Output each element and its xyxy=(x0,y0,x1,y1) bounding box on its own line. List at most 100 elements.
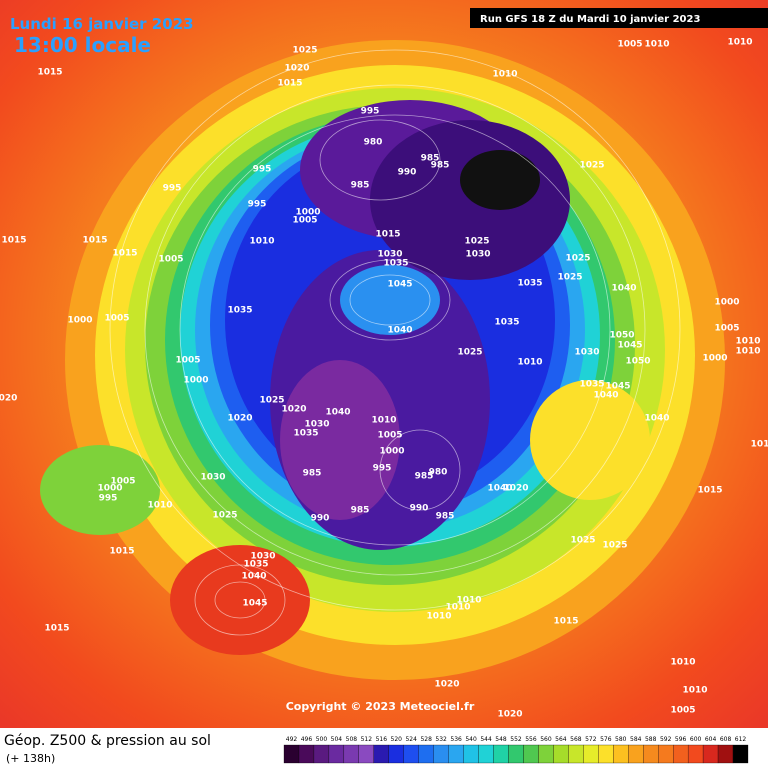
field-blob xyxy=(40,445,160,535)
colorbar: 492 496 500 504 508 512 516 520 524 528 532 536 540 5… xyxy=(283,736,749,764)
colorbar-swatch xyxy=(523,744,539,764)
pressure-label: 1045 xyxy=(617,341,642,351)
colorbar-label: 608 xyxy=(720,736,732,743)
colorbar-label: 496 xyxy=(301,736,313,743)
colorbar-swatch xyxy=(538,744,554,764)
pressure-label: 1005 xyxy=(377,431,402,441)
pressure-label: 020 xyxy=(0,394,17,404)
pressure-label: 1020 xyxy=(497,710,522,720)
colorbar-swatch xyxy=(628,744,644,764)
run-box xyxy=(470,8,768,28)
colorbar-label: 560 xyxy=(540,736,552,743)
colorbar-label: 604 xyxy=(705,736,717,743)
pressure-label: 1040 xyxy=(593,391,618,401)
pressure-label: 1025 xyxy=(565,254,590,264)
pressure-label: 985 xyxy=(436,512,455,522)
product-title: Géop. Z500 & pression au sol xyxy=(4,733,211,749)
pressure-label: 1000 xyxy=(714,298,739,308)
colorbar-swatch xyxy=(313,744,330,764)
pressure-label: 1010 xyxy=(735,337,760,347)
time: 13:00 locale xyxy=(14,33,151,57)
colorbar-label: 504 xyxy=(331,736,343,743)
pressure-label: 1025 xyxy=(557,273,582,283)
map-field xyxy=(0,0,768,728)
pressure-label: 985 xyxy=(421,154,440,164)
pressure-label: 1040 xyxy=(241,572,266,582)
colorbar-swatch xyxy=(583,744,599,764)
pressure-label: 1000 xyxy=(379,447,404,457)
pressure-label: 1025 xyxy=(570,536,595,546)
pressure-label: 990 xyxy=(311,514,330,524)
pressure-label: 1040 xyxy=(611,284,636,294)
lead-time: (+ 138h) xyxy=(6,752,55,765)
pressure-label: 1000 xyxy=(67,316,92,326)
pressure-label: 1040 xyxy=(325,408,350,418)
field-low xyxy=(280,360,400,520)
copyright: Copyright © 2023 Meteociel.fr xyxy=(286,700,475,713)
pressure-label: 1005 xyxy=(104,314,129,324)
pressure-label: 1020 xyxy=(227,414,252,424)
pressure-label: 1020 xyxy=(281,405,306,415)
pressure-label: 1025 xyxy=(457,348,482,358)
pressure-label: 1005 xyxy=(670,706,695,716)
colorbar-label: 576 xyxy=(600,736,612,743)
field-high xyxy=(340,265,440,335)
pressure-label: 1025 xyxy=(464,237,489,247)
pressure-label: 1030 xyxy=(377,250,402,260)
colorbar-label: 580 xyxy=(615,736,627,743)
colorbar-label: 516 xyxy=(376,736,388,743)
colorbar-swatch xyxy=(717,744,734,764)
field-blob xyxy=(170,545,310,655)
colorbar-label: 552 xyxy=(510,736,522,743)
pressure-label: 1010 xyxy=(517,358,542,368)
colorbar-swatch xyxy=(508,744,524,764)
pressure-label: 1015 xyxy=(37,68,62,78)
colorbar-label: 588 xyxy=(645,736,657,743)
pressure-label: 1030 xyxy=(304,420,329,430)
colorbar-label: 508 xyxy=(346,736,358,743)
pressure-label: 1040 xyxy=(387,326,412,336)
pressure-label: 1010 xyxy=(670,658,695,668)
colorbar-label: 572 xyxy=(585,736,597,743)
colorbar-swatch xyxy=(673,744,689,764)
pressure-label: 995 xyxy=(373,464,392,474)
colorbar-swatch xyxy=(732,744,749,764)
colorbar-swatch xyxy=(643,744,659,764)
pressure-label: 995 xyxy=(361,107,380,117)
pressure-label: 1005 xyxy=(617,40,642,50)
colorbar-swatch xyxy=(687,744,704,764)
pressure-label: 1045 xyxy=(242,599,267,609)
pressure-label: 1015 xyxy=(277,79,302,89)
pressure-label: 1015 xyxy=(109,547,134,557)
pressure-label: 1010 xyxy=(682,686,707,696)
pressure-label: 1010 xyxy=(727,38,752,48)
colorbar-label: 512 xyxy=(361,736,373,743)
date: Lundi 16 janvier 2023 xyxy=(10,15,194,33)
colorbar-swatch xyxy=(433,744,449,764)
pressure-label: 1025 xyxy=(579,161,604,171)
pressure-label: 1025 xyxy=(602,541,627,551)
pressure-label: 1030 xyxy=(250,552,275,562)
colorbar-swatch xyxy=(403,744,419,764)
pressure-label: 995 xyxy=(163,184,182,194)
pressure-label: 1045 xyxy=(605,382,630,392)
pressure-label: 1035 xyxy=(579,380,604,390)
pressure-label: 1035 xyxy=(494,318,519,328)
colorbar-swatch xyxy=(418,744,434,764)
pressure-label: 1035 xyxy=(383,259,408,269)
pressure-label: 1040 xyxy=(644,414,669,424)
pressure-label: 1000 xyxy=(183,376,208,386)
pressure-label: 1035 xyxy=(243,560,268,570)
field-blob xyxy=(530,380,650,500)
pressure-label: 101 xyxy=(751,440,768,450)
pressure-label: 1010 xyxy=(456,596,481,606)
colorbar-swatch xyxy=(373,744,389,764)
pressure-label: 995 xyxy=(253,165,272,175)
colorbar-swatch xyxy=(493,744,509,764)
colorbar-swatch xyxy=(463,744,479,764)
colorbar-swatch xyxy=(343,744,359,764)
colorbar-swatch xyxy=(553,744,569,764)
pressure-label: 1015 xyxy=(112,249,137,259)
pressure-label: 985 xyxy=(351,181,370,191)
